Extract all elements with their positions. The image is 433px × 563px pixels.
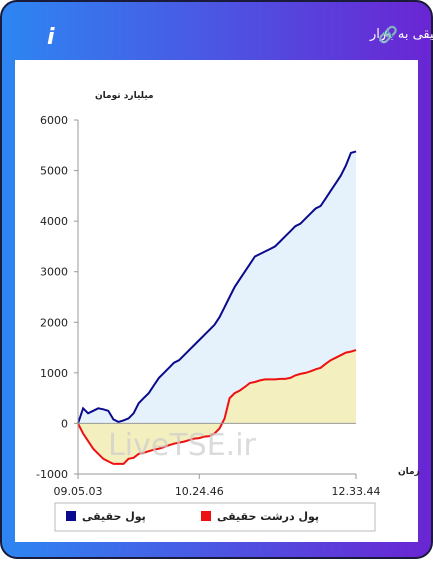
x-axis-label: زمان	[398, 467, 420, 477]
series-line	[77, 349, 357, 465]
y-tick-label: 1000	[40, 367, 68, 380]
legend-swatch	[201, 511, 211, 521]
legend-label: پول درشت حقیقی	[217, 510, 319, 523]
series-area	[78, 151, 356, 424]
x-tick-label: 09.05.03	[54, 485, 103, 498]
y-tick-label: -1000	[36, 468, 68, 481]
card-body	[15, 60, 418, 542]
y-axis-label: میلیارد تومان	[95, 91, 154, 101]
legend-swatch	[66, 511, 76, 521]
series-area	[78, 350, 356, 464]
y-tick-label: 6000	[40, 114, 68, 127]
y-tick-label: 0	[61, 417, 68, 430]
info-icon[interactable]: i	[47, 25, 55, 50]
y-tick-label: 2000	[40, 316, 68, 329]
y-tick-label: 3000	[40, 266, 68, 279]
y-tick-label: 4000	[40, 215, 68, 228]
x-tick-label: 12.33.44	[332, 485, 381, 498]
link-icon[interactable]: 🔗	[378, 25, 398, 44]
y-tick-label: 5000	[40, 165, 68, 178]
series-line	[77, 150, 357, 424]
x-tick-label: 10.24.46	[175, 485, 224, 498]
legend	[54, 502, 376, 532]
legend-label: پول حقیقی	[82, 510, 146, 523]
watermark: LiveTSE.ir	[108, 428, 256, 463]
card-title: برآیند ورود و خروج پول حقیقی و پول درشت …	[369, 25, 433, 42]
